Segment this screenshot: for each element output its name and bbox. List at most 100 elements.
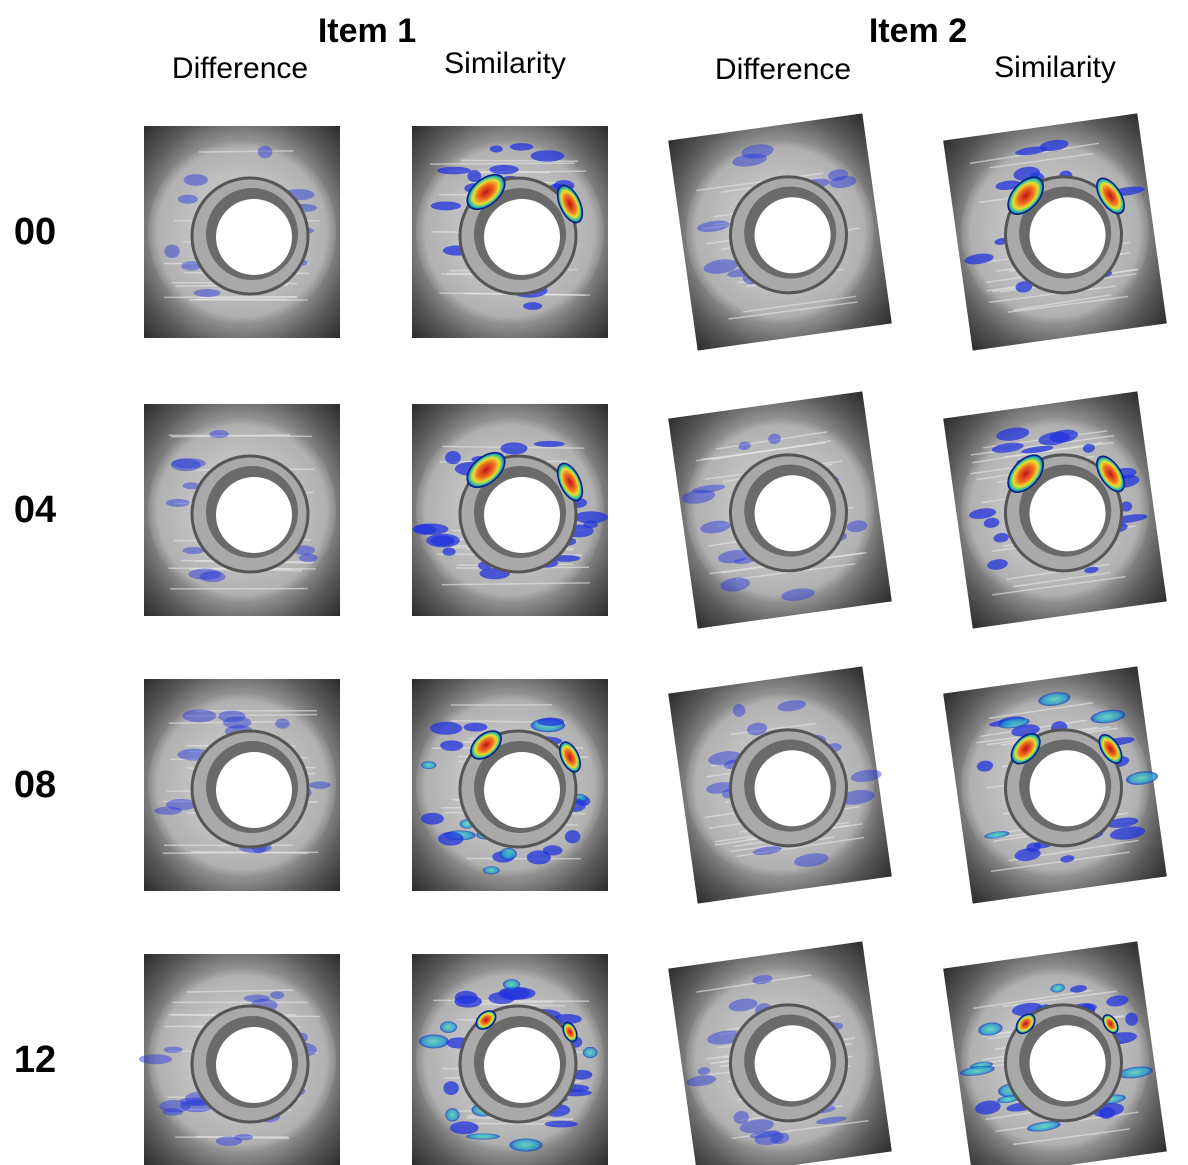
overlay [839,789,875,805]
overlay [299,553,318,563]
overlay [1090,709,1126,724]
overlay [968,508,997,519]
overlay [1015,281,1033,293]
image-tile [412,404,608,616]
overlay [183,174,208,186]
overlay [269,991,285,1000]
overlay [718,550,749,564]
overlay [222,716,252,729]
column-label: Difference [172,52,308,85]
overlay [1125,1012,1139,1026]
texture [1013,294,1112,311]
overlay [720,577,750,592]
hole [216,477,292,553]
texture [171,434,290,438]
hole [216,199,292,275]
overlay [997,1095,1020,1104]
hole [216,1027,292,1103]
hole [1029,1025,1106,1102]
overlay [1106,995,1129,1007]
overlay [450,1121,479,1135]
overlay [164,244,180,258]
column-label: Similarity [994,51,1116,84]
overlay [430,201,461,211]
texture [988,285,1116,304]
overlay [1084,566,1099,574]
overlay [537,717,565,727]
overlay [526,850,551,865]
hole [1029,475,1106,552]
hole [484,1027,560,1103]
texture [736,836,865,858]
overlay [697,1067,710,1075]
overlay [439,1021,458,1033]
overlay [1069,985,1087,993]
overlay [530,150,565,162]
overlay [793,853,829,867]
overlay [544,1120,579,1128]
hole [1029,750,1106,827]
texture [430,162,575,165]
overlay [421,812,444,825]
overlay [1099,1107,1115,1119]
image-tile [138,954,340,1165]
overlay [421,761,437,770]
overlay [165,498,190,507]
overlay [978,1022,1003,1036]
overlay [500,442,528,455]
overlay [975,1100,1001,1115]
heat [466,451,506,489]
overlay [739,1119,774,1134]
texture [195,1135,290,1140]
overlay [752,846,782,856]
overlay [1118,1066,1153,1079]
overlay [749,1130,780,1139]
heat [556,462,584,502]
overlay [1014,848,1041,861]
overlay [159,1099,191,1113]
overlay [754,1131,784,1146]
overlay [454,995,482,1008]
overlay [193,289,221,297]
overlay [732,153,767,167]
overlay [964,253,994,265]
overlay [564,830,581,844]
image-tile [943,666,1167,904]
overlay [691,484,725,494]
overlay [960,1065,995,1076]
image-tile [412,126,608,338]
overlay [700,520,731,534]
texture [696,974,812,993]
overlay [574,511,608,524]
image-tile [668,113,892,351]
overlay [987,559,1008,570]
image-tile [412,954,608,1165]
overlay [738,441,751,451]
overlay [199,571,226,583]
overlay [162,1108,184,1116]
item-title: Item 1 [318,12,416,50]
texture [728,301,858,320]
texture [730,722,816,736]
overlay [438,831,464,846]
overlay [445,1108,460,1122]
overlay [533,440,565,447]
overlay [443,1081,459,1096]
texture [731,1119,869,1140]
overlay [850,769,882,783]
image-tile [412,679,608,891]
texture [1012,1128,1130,1146]
texture [198,150,294,153]
texture [1007,295,1129,313]
texture [460,159,579,162]
heat [1007,454,1045,493]
overlay [998,717,1030,729]
texture [1002,990,1117,1008]
overlay [1060,855,1075,863]
hole [754,475,831,552]
overlay [984,831,1010,839]
overlay [1125,771,1158,785]
overlay [215,1136,242,1146]
overlay [976,760,994,772]
overlay [733,1110,749,1124]
